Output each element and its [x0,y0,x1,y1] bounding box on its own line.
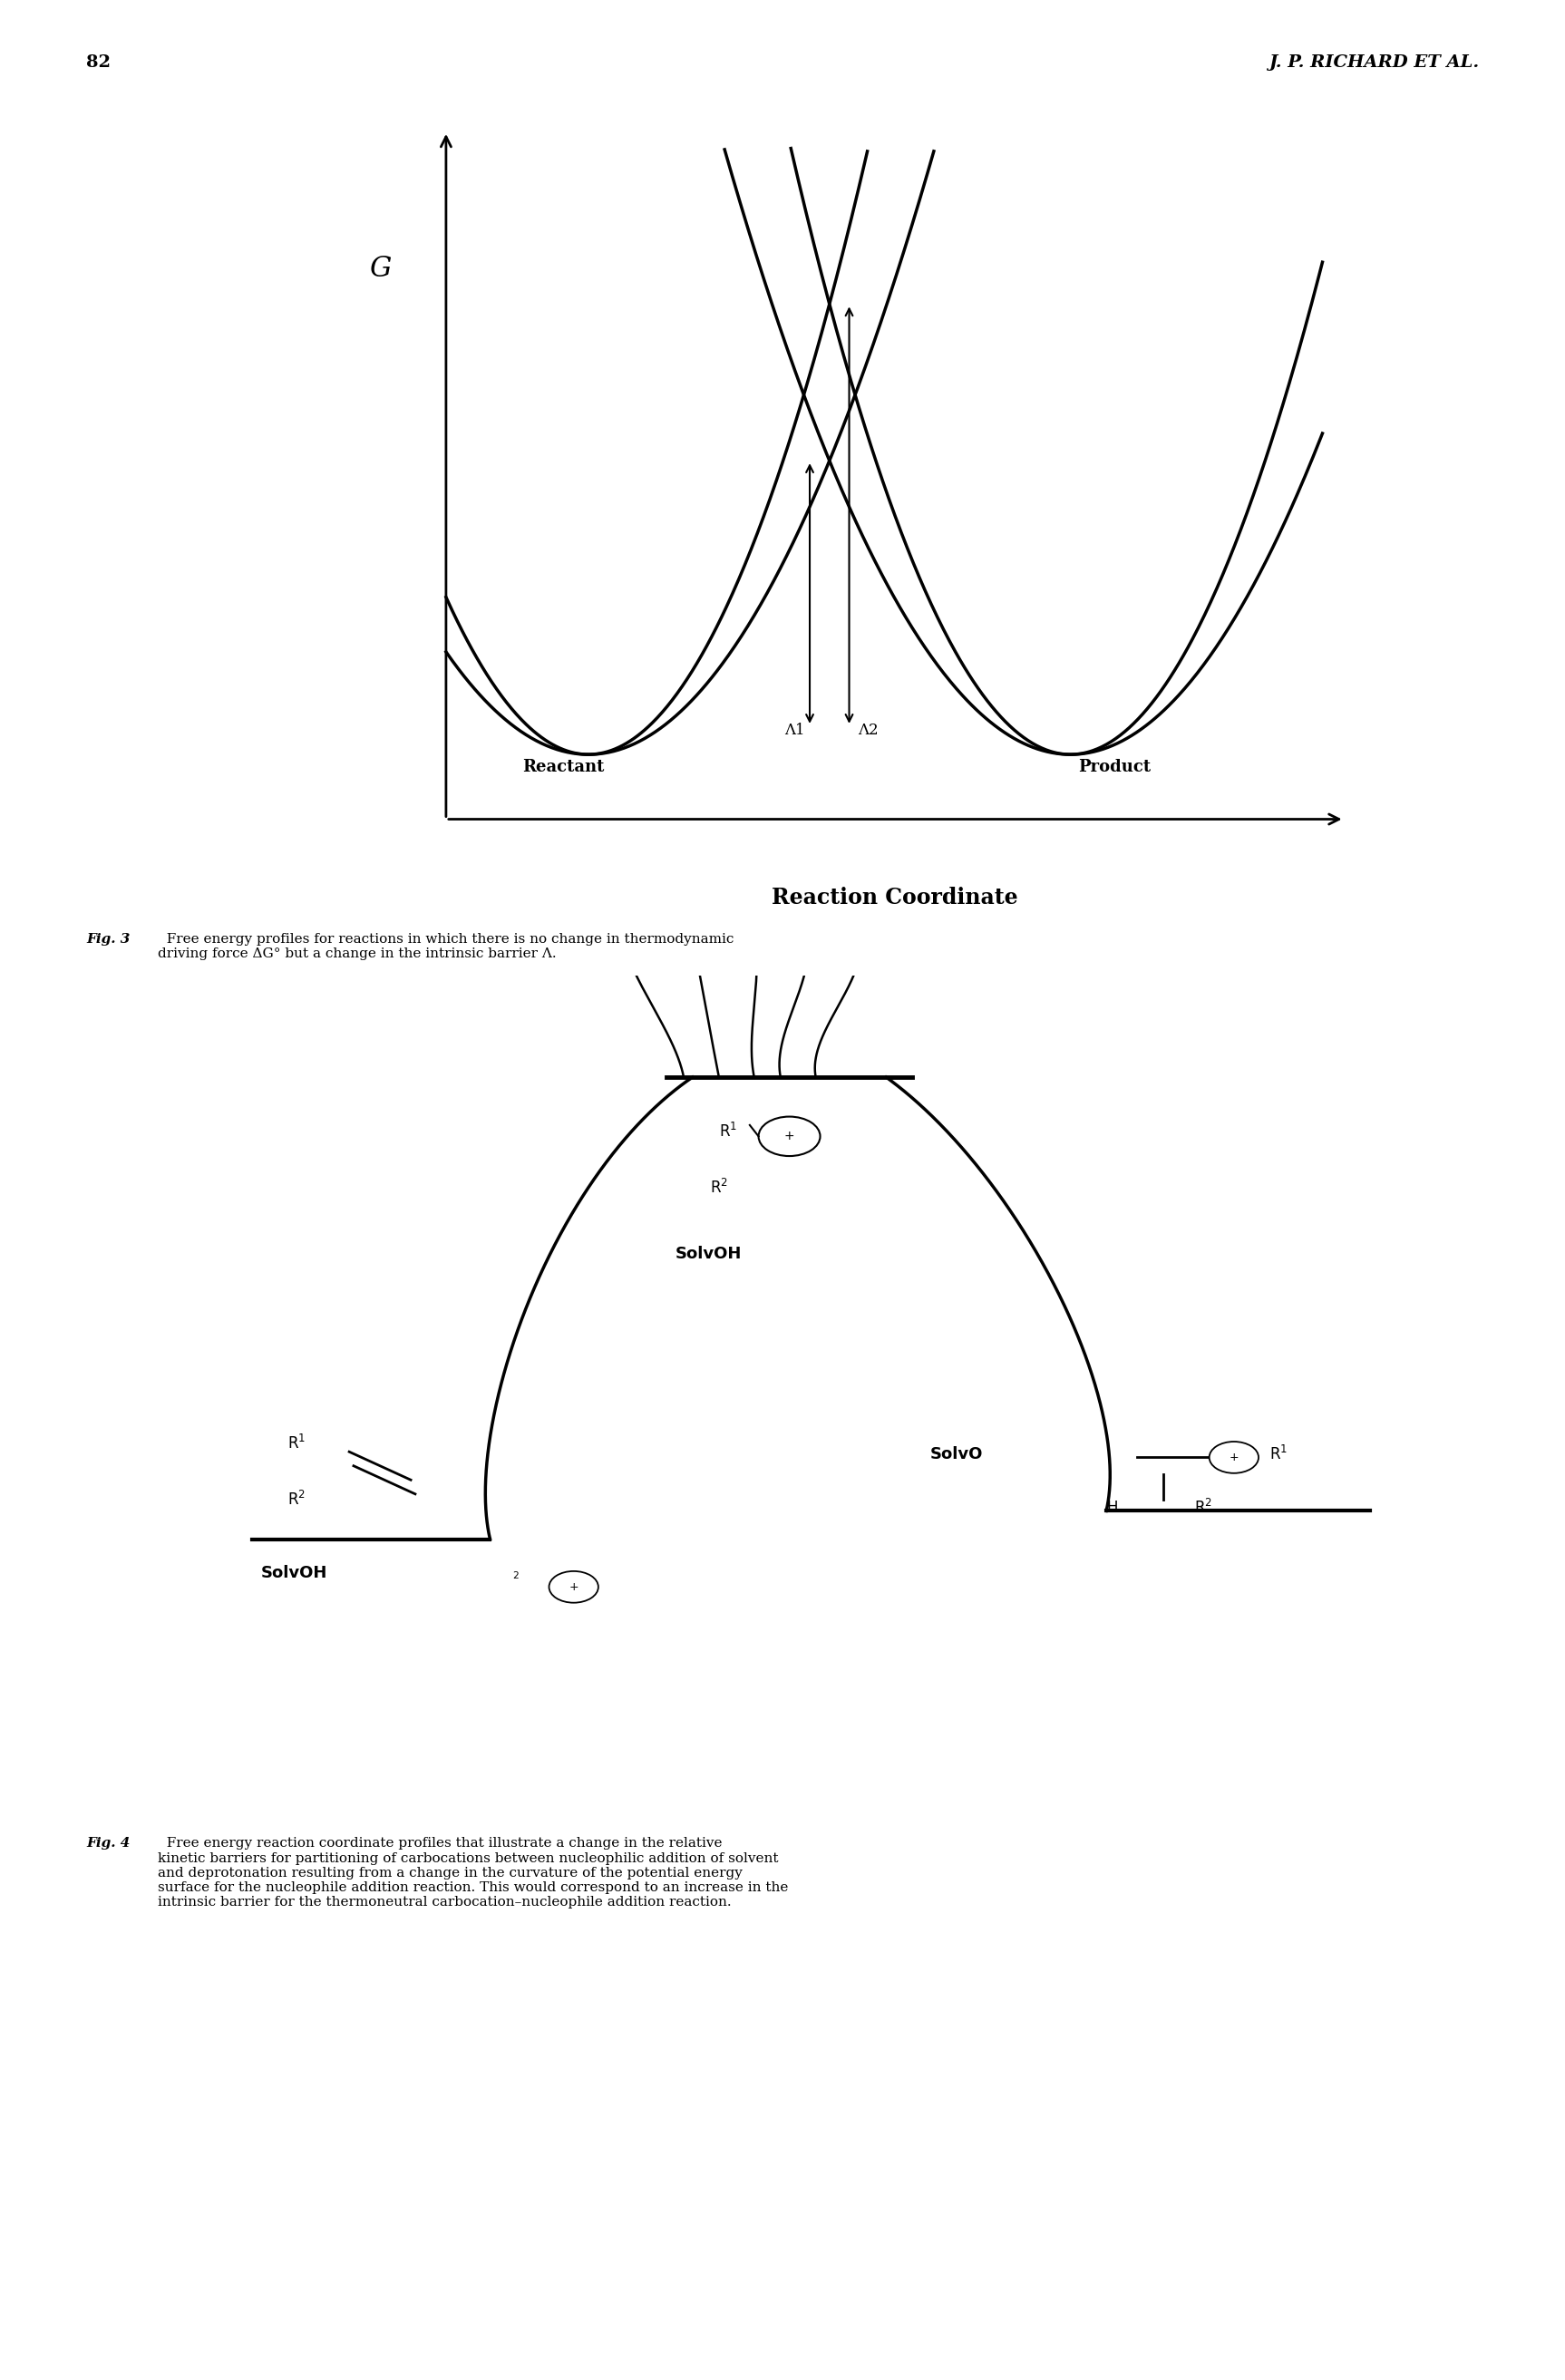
Text: SolvOH: SolvOH [261,1564,327,1580]
Text: H: H [1106,1499,1117,1516]
Text: R$^{\mathsf{1}}$: R$^{\mathsf{1}}$ [1269,1445,1288,1464]
Text: $_{2}$: $_{2}$ [512,1566,520,1580]
Text: +: + [568,1580,579,1592]
Text: Free energy profiles for reactions in which there is no change in thermodynamic
: Free energy profiles for reactions in wh… [158,933,734,962]
Text: Fig. 4: Fig. 4 [86,1837,130,1849]
Text: Λ1: Λ1 [784,724,806,738]
Text: +: + [784,1130,795,1142]
Text: R$^{\mathsf{1}}$: R$^{\mathsf{1}}$ [288,1435,305,1452]
Text: SolvO: SolvO [930,1447,983,1464]
Text: R$^{\mathsf{1}}$: R$^{\mathsf{1}}$ [718,1123,737,1140]
Text: Product: Product [1078,759,1150,776]
Text: Reactant: Reactant [523,759,604,776]
Text: Λ2: Λ2 [858,724,878,738]
Text: J. P. RICHARD ET AL.: J. P. RICHARD ET AL. [1269,55,1479,71]
Text: Reaction Coordinate: Reaction Coordinate [772,885,1019,909]
Text: R$^{\mathsf{2}}$: R$^{\mathsf{2}}$ [711,1178,728,1197]
Text: Fig. 3: Fig. 3 [86,933,130,945]
Text: R$^{\mathsf{2}}$: R$^{\mathsf{2}}$ [1194,1499,1213,1516]
Text: Free energy reaction coordinate profiles that illustrate a change in the relativ: Free energy reaction coordinate profiles… [158,1837,789,1909]
Text: R$^{\mathsf{2}}$: R$^{\mathsf{2}}$ [288,1490,305,1509]
Text: G: G [369,255,391,283]
Text: SolvOH: SolvOH [675,1247,742,1261]
Text: 82: 82 [86,55,111,71]
Text: +: + [1229,1452,1239,1464]
